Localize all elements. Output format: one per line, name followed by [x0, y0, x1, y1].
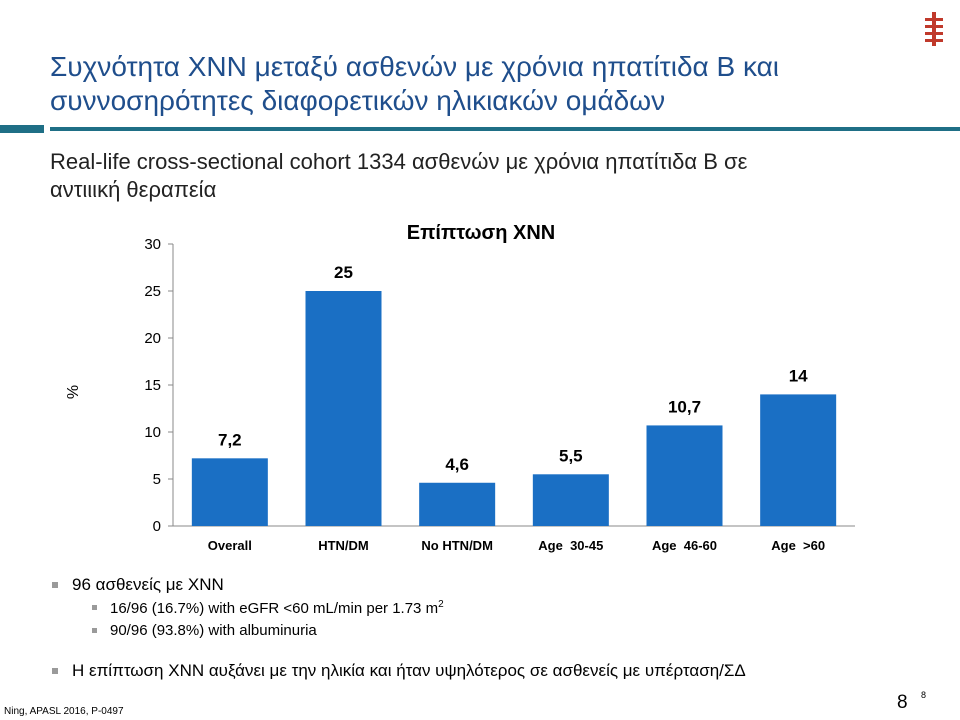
bullet-marker [92, 628, 97, 633]
source-citation: Ning, APASL 2016, P-0497 [4, 706, 124, 717]
chart-title: Επίπτωση ΧΝΝ [407, 222, 555, 244]
x-tick-label: No HTN/DM [421, 538, 493, 553]
y-tick-label: 5 [153, 471, 161, 488]
bullet-egfr-superscript: 2 [438, 599, 444, 610]
y-tick-label: 10 [144, 424, 161, 441]
x-tick-label: Age 46-60 [652, 538, 717, 553]
bar-value-label: 14 [789, 366, 808, 385]
title-rule [50, 127, 960, 131]
y-axis-label: % [65, 385, 82, 399]
bar-value-label: 10,7 [668, 397, 701, 416]
slide-subtitle: Real-life cross-sectional cohort 1334 ασ… [50, 148, 920, 204]
bar [646, 425, 723, 526]
x-tick-label: Age 30-45 [538, 538, 603, 553]
bar [419, 482, 496, 526]
y-tick-label: 25 [144, 283, 161, 300]
x-tick-label: HTN/DM [318, 538, 369, 553]
bar-value-label: 7,2 [218, 430, 242, 449]
y-tick-label: 15 [144, 377, 161, 394]
y-tick-label: 0 [153, 518, 161, 535]
subtitle-line2: αντιιική θεραπεία [50, 177, 217, 202]
bullet-albuminuria: 90/96 (93.8%) with albuminuria [110, 622, 317, 639]
y-tick-label: 20 [144, 330, 161, 347]
bar-value-label: 4,6 [445, 455, 469, 474]
bar [760, 394, 837, 526]
logo-icon [925, 12, 943, 46]
bullet-conclusion: Η επίπτωση ΧΝΝ αυξάνει με την ηλικία και… [72, 661, 746, 680]
x-tick-label: Age >60 [771, 538, 825, 553]
bar [305, 291, 382, 526]
slide-title-line1: Συχνότητα ΧΝΝ μεταξύ ασθενών με χρόνια η… [50, 51, 780, 82]
bar-value-label: 5,5 [559, 446, 583, 465]
page-number-small: 8 [921, 690, 927, 700]
slide-title-line2: συννοσηρότητες διαφορετικών ηλικιακών ομ… [50, 85, 666, 116]
subtitle-line1: Real-life cross-sectional cohort 1334 ασ… [50, 149, 748, 174]
bar-chart: Επίπτωση ΧΝΝ % 0 5 10 15 20 25 30 7,2 Overall 25… [65, 222, 855, 553]
bullet-ckd-patients: 96 ασθενείς με ΧΝΝ [72, 575, 224, 594]
x-tick-label: Overall [208, 538, 252, 553]
slide-title: Συχνότητα ΧΝΝ μεταξύ ασθενών με χρόνια η… [50, 50, 930, 118]
bullet-marker [52, 582, 58, 588]
bullet-marker [52, 668, 58, 674]
bar [191, 458, 268, 526]
y-tick-label: 30 [144, 236, 161, 253]
bullet-egfr-text: 16/96 (16.7%) with eGFR <60 mL/min per 1… [110, 600, 439, 617]
bar [532, 474, 609, 526]
bullet-marker [92, 605, 97, 610]
page-number: 8 [897, 692, 908, 713]
bullet-egfr: 16/96 (16.7%) with eGFR <60 mL/min per 1… [110, 599, 444, 617]
bar-value-label: 25 [334, 263, 353, 282]
title-rule-left [0, 125, 44, 133]
